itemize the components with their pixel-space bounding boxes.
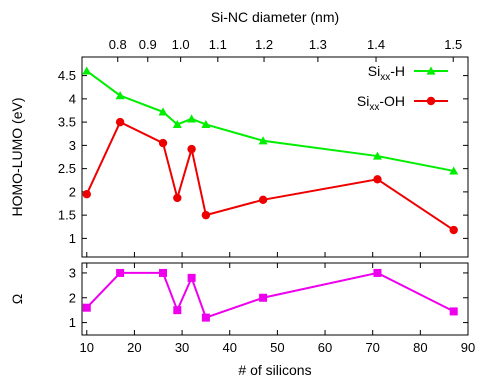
data-point-omega [173,306,182,315]
top-panel-series [82,66,459,235]
data-point-oh [258,195,268,204]
data-point-h [372,151,382,160]
data-point-omega [449,307,458,316]
x-tick-label: 60 [318,340,332,355]
top-y-axis-label: HOMO-LUMO (eV) [9,98,25,217]
x-tick-label: 30 [175,340,189,355]
y-tick-label: 2.5 [58,161,76,176]
data-point-oh [173,193,182,203]
data-point-h [115,91,125,100]
data-point-h [187,114,197,123]
y-tick-label: 1 [69,315,76,330]
x-tick-label: 90 [461,340,475,355]
y-tick-label: 4 [69,91,76,106]
x-tick-label: 50 [270,340,284,355]
top-x-tick-label: 1.2 [255,37,273,52]
top-plot-frame [81,56,469,258]
top-x-tick-label: 1.0 [172,37,190,52]
legend: Sixx-H Sixx-OH [357,63,448,113]
data-point-h [201,119,211,129]
y-tick-label: 4.5 [58,68,76,83]
data-point-oh [201,210,211,220]
data-point-oh [187,144,196,154]
y-tick-label: 2 [69,184,76,199]
top-panel-ticks: 1 1.5 2 2.5 3 3.5 4 4.5 0.8 0.9 1.0 1.1 1.2 1.3 1.4 1.5 [58,37,469,257]
data-point-h [82,66,92,75]
data-point-oh [82,190,91,199]
y-tick-label: 2 [69,290,76,305]
data-point-omega [187,273,196,282]
data-point-omega [159,268,168,277]
data-point-omega [116,268,125,277]
top-x-tick-label: 1.4 [367,37,385,52]
data-point-h [172,119,182,129]
data-point-oh [115,117,125,127]
bottom-y-axis-label: Ω [9,294,25,304]
x-tick-label: 20 [127,340,141,355]
x-tick-label: 80 [413,340,427,355]
data-point-omega [82,303,91,312]
top-x-tick-label: 1.1 [209,37,227,52]
top-x-tick-label: 0.9 [139,37,157,52]
top-x-tick-label: 1.5 [444,37,462,52]
legend-marker-oh [426,96,436,106]
data-point-h [449,166,459,175]
data-point-omega [259,293,268,302]
top-axis-title: Si-NC diameter (nm) [211,9,339,25]
y-tick-label: 1.5 [58,208,76,223]
x-tick-label: 70 [365,340,379,355]
top-panel: 1 1.5 2 2.5 3 3.5 4 4.5 0.8 0.9 1.0 1.1 1.2 1.3 1.4 1.5… [9,9,469,258]
data-point-omega [201,313,210,322]
y-tick-label: 3 [69,138,76,153]
y-tick-label: 3 [69,265,76,280]
x-tick-label: 40 [222,340,236,355]
data-point-oh [373,175,382,184]
data-point-h [158,107,168,116]
data-point-h [258,136,268,145]
bottom-plot-frame [81,262,469,336]
data-point-oh [449,225,458,235]
bottom-x-axis-label: # of silicons [238,362,311,378]
data-point-omega [373,268,382,277]
legend-label-oh: Sixx-OH [357,93,405,113]
bottom-panel: 1 2 3 10 20 30 40 50 60 70 80 90 # of silicons Ω [9,262,475,378]
top-x-tick-label: 0.8 [109,37,127,52]
y-tick-label: 1 [69,231,76,246]
x-tick-label: 10 [80,340,94,355]
y-tick-label: 3.5 [58,115,76,130]
data-point-oh [158,138,168,148]
bottom-panel-series [82,268,458,322]
legend-label-h: Sixx-H [368,63,405,83]
legend-marker-h [426,66,436,75]
top-x-tick-label: 1.3 [309,37,327,52]
bottom-panel-ticks: 1 2 3 10 20 30 40 50 60 70 80 90 [69,263,475,355]
